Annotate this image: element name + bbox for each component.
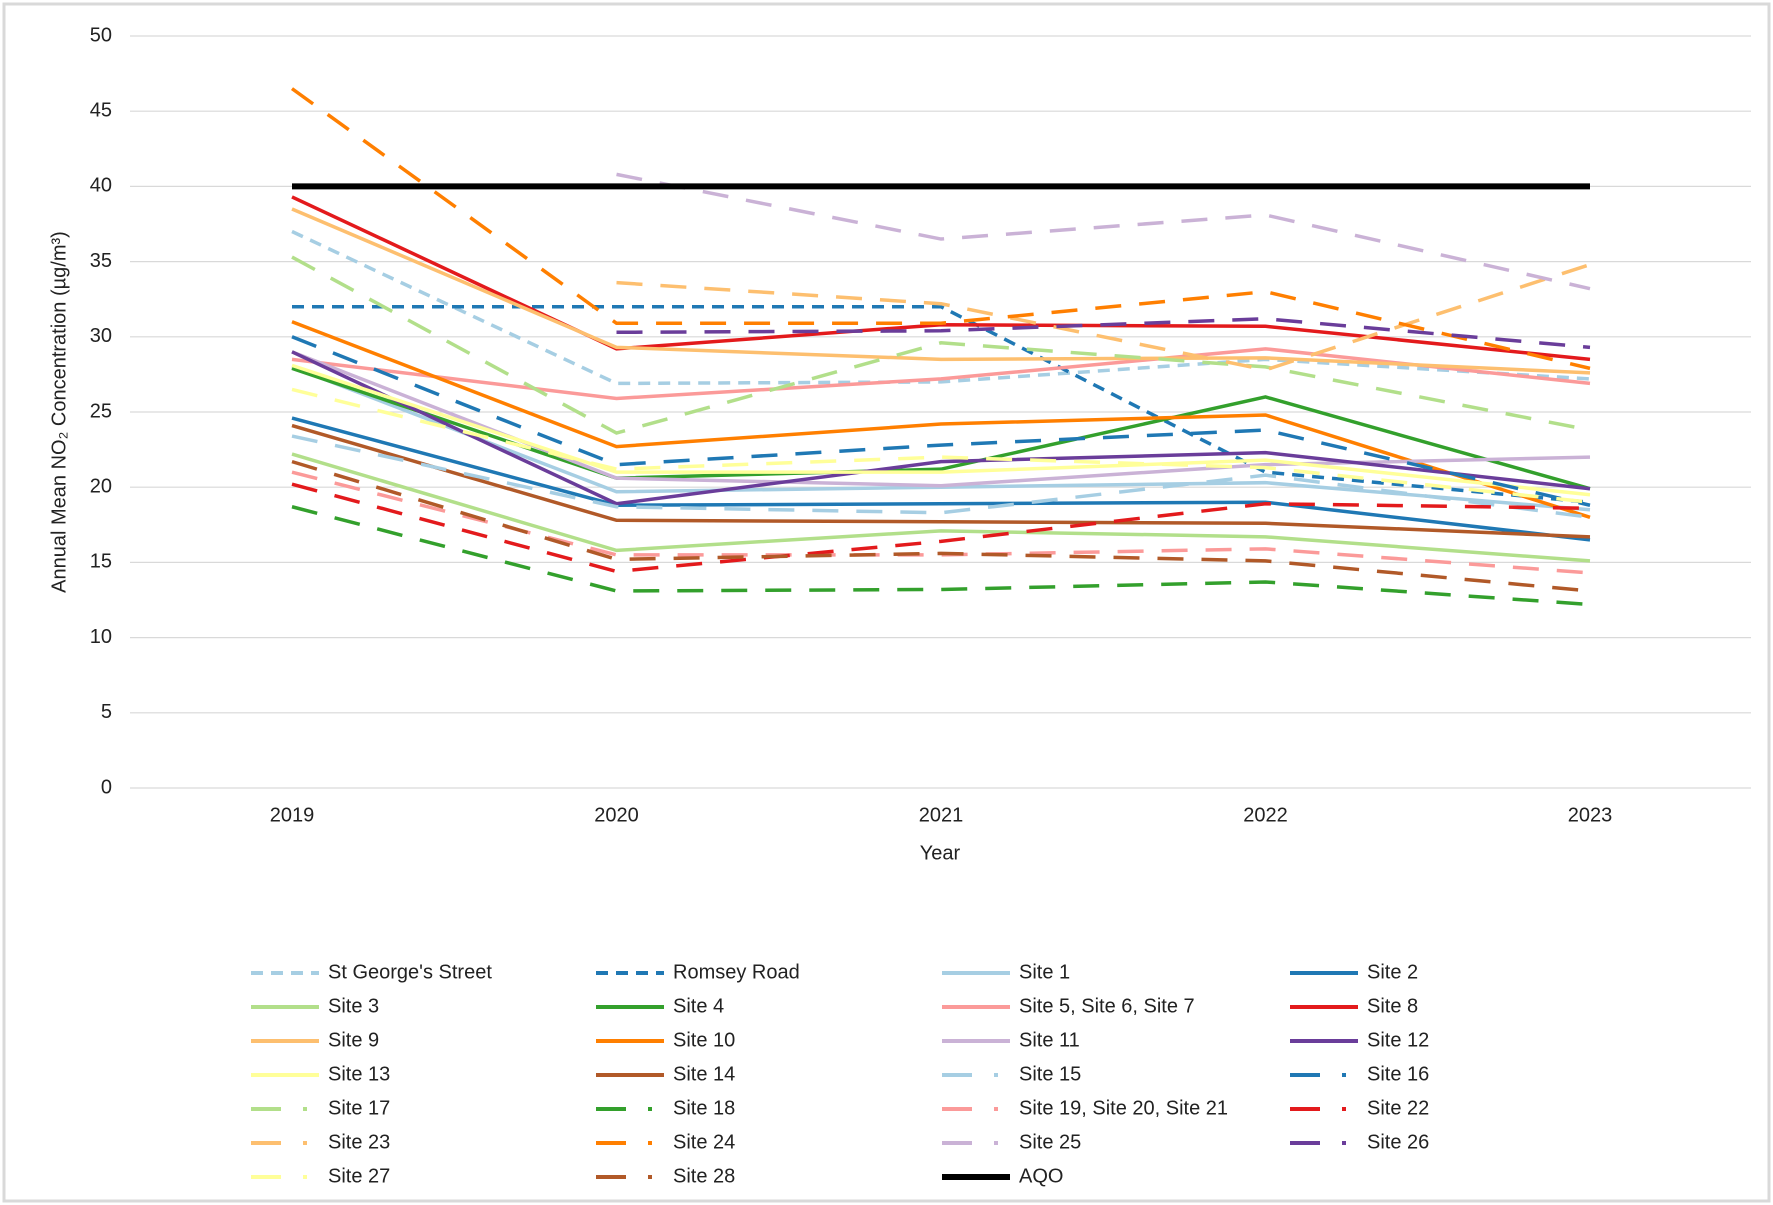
x-tick-label: 2023 — [1568, 804, 1613, 826]
legend-label: Site 10 — [673, 1029, 735, 1051]
legend-label: Site 17 — [328, 1097, 390, 1119]
series-line — [616, 172, 1591, 291]
y-tick-label: 10 — [90, 626, 112, 648]
series-line — [291, 387, 1591, 504]
series-line — [291, 255, 1591, 435]
legend-label: AQO — [1019, 1165, 1063, 1187]
series-line — [616, 316, 1591, 350]
series-line — [291, 482, 1591, 574]
legend-label: Site 13 — [328, 1063, 390, 1085]
series-line — [292, 304, 1591, 504]
series-line — [290, 87, 1591, 371]
legend-label: Site 26 — [1367, 1131, 1429, 1153]
series-line — [291, 452, 1591, 563]
x-tick-label: 2019 — [270, 804, 315, 826]
series-line — [291, 505, 1591, 607]
legend-label: Site 12 — [1367, 1029, 1429, 1051]
legend-label: Site 24 — [673, 1131, 735, 1153]
series-line — [291, 416, 1591, 542]
legend-label: Site 8 — [1367, 995, 1418, 1017]
y-tick-label: 5 — [101, 701, 112, 723]
y-axis-label: Annual Mean NO₂ Concentration (µg/m³) — [48, 231, 70, 593]
legend-label: Site 23 — [328, 1131, 390, 1153]
x-tick-label: 2020 — [594, 804, 639, 826]
legend-label: Site 28 — [673, 1165, 735, 1187]
legend-label: St George's Street — [328, 961, 492, 983]
legend-label: Site 1 — [1019, 961, 1070, 983]
legend-label: Site 15 — [1019, 1063, 1081, 1085]
series-line — [291, 363, 1591, 497]
x-tick-label: 2021 — [919, 804, 964, 826]
legend-label: Site 25 — [1019, 1131, 1081, 1153]
y-tick-label: 40 — [90, 175, 112, 197]
series-line — [291, 335, 1591, 507]
y-tick-label: 30 — [90, 325, 112, 347]
legend-label: Romsey Road — [673, 961, 800, 983]
series-line — [291, 320, 1591, 519]
series-line — [291, 207, 1591, 375]
legend-label: Site 2 — [1367, 961, 1418, 983]
series-line — [291, 423, 1591, 539]
series-line — [291, 434, 1591, 520]
legend-label: Site 4 — [673, 995, 724, 1017]
legend-label: Site 19, Site 20, Site 21 — [1019, 1097, 1228, 1119]
y-tick-label: 20 — [90, 475, 112, 497]
x-tick-label: 2022 — [1243, 804, 1288, 826]
y-tick-label: 35 — [90, 250, 112, 272]
series-line — [616, 262, 1591, 372]
series-line — [291, 350, 1591, 506]
legend-label: Site 22 — [1367, 1097, 1429, 1119]
legend-label: Site 9 — [328, 1029, 379, 1051]
y-tick-label: 50 — [90, 24, 112, 46]
legend-label: Site 27 — [328, 1165, 390, 1187]
legend-label: Site 11 — [1019, 1029, 1080, 1051]
y-tick-label: 45 — [90, 99, 112, 121]
series-line — [291, 229, 1591, 386]
legend-label: Site 5, Site 6, Site 7 — [1019, 995, 1195, 1017]
series-line — [291, 195, 1591, 362]
y-tick-label: 0 — [101, 776, 112, 798]
y-tick-label: 25 — [90, 400, 112, 422]
series-line — [291, 347, 1591, 401]
x-axis-label: Year — [920, 842, 961, 864]
legend-label: Site 18 — [673, 1097, 735, 1119]
legend-label: Site 3 — [328, 995, 379, 1017]
y-tick-label: 15 — [90, 551, 112, 573]
legend-label: Site 16 — [1367, 1063, 1429, 1085]
legend-label: Site 14 — [673, 1063, 735, 1085]
series-line — [291, 459, 1591, 593]
